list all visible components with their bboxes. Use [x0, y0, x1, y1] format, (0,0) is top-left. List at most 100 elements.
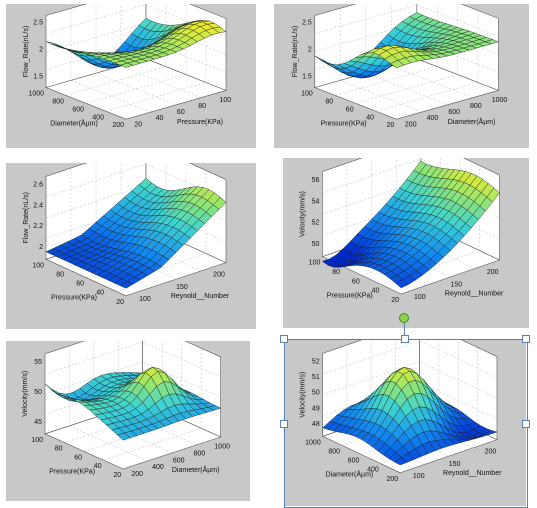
surface-plot-6: 52 51 50 49 48 1000 800 600 400 200 100 150 200 Veloc… — [300, 340, 502, 483]
right-axis-label: Reynold__Number — [445, 291, 504, 298]
chart-panel-6[interactable]: 52 51 50 49 48 1000 800 600 400 200 100 150 200 Veloc… — [284, 340, 526, 506]
right-axis-tick-label: 80 — [198, 103, 206, 110]
surface-plot-4: 56 54 52 50 100 80 60 40 20 100 150 200 Velocity(mm/… — [299, 158, 504, 304]
right-axis-tick-label: 800 — [470, 103, 482, 110]
left-axis-tick-label: 100 — [309, 260, 321, 267]
right-axis-tick-label: 200 — [405, 121, 417, 128]
rotate-handle[interactable] — [399, 313, 409, 323]
z-tick-label: 2 — [39, 47, 43, 54]
surface-cell — [394, 457, 408, 466]
z-tick-label: 2.6 — [33, 182, 43, 189]
left-axis-tick-label: 40 — [96, 290, 104, 297]
z-tick-label: 52 — [312, 220, 320, 227]
left-axis-tick-label: 40 — [372, 288, 380, 295]
chart-panel-1: 2.5 2 1.5 1000 800 600 400 200 20 40 60 80 100 Flow_R… — [6, 4, 256, 148]
right-axis-label: Reynold__Number — [171, 293, 230, 300]
left-axis-tick-label: 80 — [55, 446, 63, 453]
z-tick-label: 2.5 — [33, 20, 43, 27]
z-tick-label: 2.2 — [33, 223, 43, 230]
grid-line — [365, 4, 448, 106]
left-axis-tick-label: 400 — [367, 467, 379, 474]
surface-cell — [119, 62, 134, 68]
z-tick-label: 2 — [39, 244, 43, 251]
left-axis-tick-label: 200 — [386, 476, 398, 483]
left-axis-tick-label: 100 — [301, 91, 313, 98]
left-axis-tick-label: 800 — [328, 448, 340, 455]
grid-line — [95, 4, 177, 106]
right-axis-label: Diameter(Åµm) — [448, 117, 496, 126]
right-axis-tick-label: 100 — [219, 97, 231, 104]
left-axis-tick-label: 600 — [348, 458, 360, 465]
grid-line — [314, 4, 499, 37]
right-axis-tick-label: 1000 — [214, 444, 230, 451]
left-axis-label: Pressure(KPa) — [51, 295, 97, 302]
right-axis-tick-label: 100 — [413, 473, 425, 480]
resize-handle-e[interactable] — [522, 420, 530, 428]
right-axis-label: Pressure(KPa) — [177, 119, 223, 126]
right-axis-tick-label: 600 — [448, 109, 460, 116]
surface-plot-1: 2.5 2 1.5 1000 800 600 400 200 20 40 60 80 100 Flow_R… — [23, 4, 231, 129]
right-axis-tick-label: 150 — [450, 282, 462, 289]
right-axis-tick-label: 100 — [139, 296, 151, 303]
z-axis-label: Flow_Rate(nL/s) — [23, 26, 30, 77]
left-axis-tick-label: 400 — [92, 114, 104, 121]
right-axis-tick-label: 200 — [131, 471, 143, 478]
surface-plot-2: 2.5 2 1.5 100 80 60 40 20 200 400 600 800 1000 Flow_R… — [292, 4, 507, 129]
right-axis-tick-label: 800 — [194, 451, 206, 458]
left-axis-label: Diameter(Åµm) — [50, 118, 98, 127]
surface-mesh — [45, 17, 227, 69]
surface-mesh — [45, 178, 227, 289]
grid-line — [70, 8, 152, 113]
left-axis-tick-label: 20 — [116, 299, 124, 306]
grid-line — [380, 347, 478, 464]
resize-handle-nw[interactable] — [280, 335, 288, 343]
right-axis-label: Reynold__Number — [443, 470, 502, 477]
right-axis-tick-label: 20 — [134, 121, 142, 128]
left-axis-tick-label: 100 — [32, 262, 44, 269]
right-axis-tick-label: 200 — [487, 269, 499, 276]
right-axis-tick-label: 600 — [173, 457, 185, 464]
resize-handle-ne[interactable] — [522, 335, 530, 343]
left-axis-tick-label: 40 — [94, 463, 102, 470]
selection-frame[interactable] — [284, 339, 528, 508]
z-axis-label: Velocity(mm/s) — [300, 372, 307, 418]
rotation-stem — [404, 321, 405, 339]
left-axis-tick-label: 60 — [352, 278, 360, 285]
z-axis-label: Flow_Rate(nL/s) — [23, 192, 30, 243]
left-axis-label: Pressure(KPa) — [321, 120, 367, 127]
grid-line — [120, 163, 202, 272]
surface-cell — [395, 279, 409, 289]
resize-handle-n[interactable] — [401, 335, 409, 343]
grid-line — [391, 4, 473, 98]
z-tick-label: 45 — [34, 419, 42, 426]
grid-line — [93, 341, 173, 454]
left-axis-tick-label: 60 — [346, 106, 354, 113]
z-tick-label: 2 — [308, 47, 312, 54]
right-axis-tick-label: 400 — [427, 115, 439, 122]
right-axis-tick-label: 40 — [156, 115, 164, 122]
grid-line — [342, 340, 440, 446]
right-axis-tick-label: 200 — [485, 449, 497, 456]
right-axis-tick-label: 400 — [152, 464, 164, 471]
grid-line — [361, 340, 459, 455]
z-tick-label: 50 — [312, 241, 320, 248]
left-axis-label: Pressure(KPa) — [49, 468, 95, 475]
z-tick-label: 1.5 — [302, 74, 312, 81]
z-tick-label: 48 — [312, 421, 320, 428]
right-axis-label: Diameter(Åµm) — [172, 465, 220, 474]
chart-panel-3: 2.6 2.4 2.2 2 100 80 60 40 20 100 150 200 Flow_Rate(… — [6, 163, 256, 329]
resize-handle-w[interactable] — [280, 420, 288, 428]
grid-line — [120, 4, 202, 98]
z-tick-label: 56 — [312, 177, 320, 184]
left-axis-tick-label: 20 — [391, 297, 399, 304]
surface-plot-3: 2.6 2.4 2.2 2 100 80 60 40 20 100 150 200 Flow_Rate(… — [23, 163, 230, 306]
left-axis-tick-label: 200 — [112, 122, 124, 129]
z-tick-label: 49 — [312, 405, 320, 412]
left-axis-tick-label: 60 — [76, 281, 84, 288]
z-tick-label: 55 — [34, 359, 42, 366]
grid-line — [355, 4, 458, 104]
surface-cell — [119, 281, 134, 289]
surface-mesh — [44, 367, 222, 441]
right-axis-tick-label: 150 — [449, 461, 461, 468]
left-axis-tick-label: 1000 — [28, 91, 44, 98]
